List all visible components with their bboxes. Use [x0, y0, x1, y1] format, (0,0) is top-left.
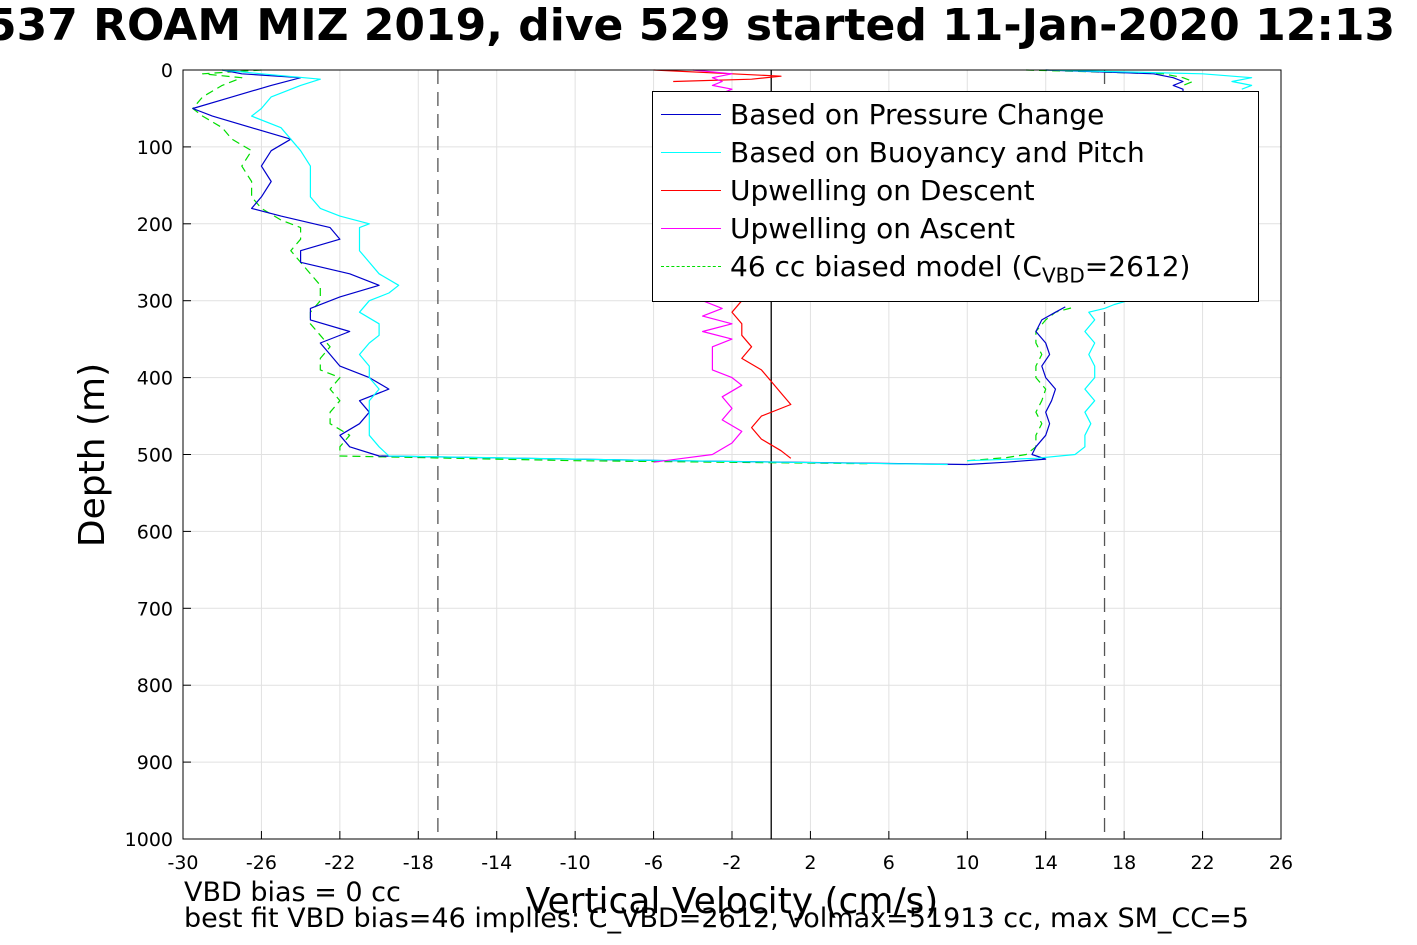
y-tick-label: 300: [137, 291, 173, 313]
y-tick-label: 700: [137, 598, 173, 620]
legend-item-upwelling-ascent: Upwelling on Ascent: [653, 210, 1258, 248]
series-line: [653, 300, 743, 463]
series-line: [967, 306, 1076, 462]
y-tick-label: 800: [137, 675, 173, 697]
vbd-bias-note: VBD bias = 0 cc: [184, 877, 401, 908]
series-layer: [192, 69, 1253, 466]
legend-label: Upwelling on Descent: [730, 174, 1035, 207]
x-tick-label: 26: [1269, 852, 1293, 874]
x-tick-label: -10: [560, 852, 591, 874]
legend-swatch-upwelling-ascent: [661, 228, 721, 229]
y-tick-label: 900: [137, 752, 173, 774]
legend-item-upwelling-descent: Upwelling on Descent: [653, 172, 1258, 210]
series-line: [967, 300, 1129, 462]
legend-label: 46 cc biased model (CVBD=2612): [730, 250, 1191, 288]
legend-model-suffix: =2612): [1084, 250, 1191, 283]
x-tick-label: -30: [167, 852, 198, 874]
legend-label: Based on Buoyancy and Pitch: [730, 136, 1145, 169]
x-tick-label: 14: [1034, 852, 1058, 874]
legend-swatch-biased-model: [661, 266, 721, 267]
y-tick-label: 1000: [125, 829, 173, 851]
y-axis-label: Depth (m): [72, 363, 113, 547]
legend-item-pressure-change: Based on Pressure Change: [653, 96, 1258, 134]
series-line: [653, 69, 782, 83]
series-line: [192, 69, 968, 466]
x-tick-label: 22: [1190, 852, 1214, 874]
x-tick-label: 2: [804, 852, 816, 874]
y-tick-label: 600: [137, 521, 173, 543]
legend-item-biased-model: 46 cc biased model (CVBD=2612): [653, 248, 1258, 288]
y-tick-label: 100: [137, 137, 173, 159]
chart-title: 537 ROAM MIZ 2019, dive 529 started 11-J…: [0, 0, 1396, 51]
x-tick-label: -26: [246, 852, 277, 874]
x-tick-label: -2: [723, 852, 742, 874]
x-tick-label: 18: [1112, 852, 1136, 874]
series-line: [222, 69, 948, 466]
legend-swatch-pressure-change: [661, 114, 721, 115]
legend-label: Upwelling on Ascent: [730, 212, 1016, 245]
legend-item-buoyancy-pitch: Based on Buoyancy and Pitch: [653, 134, 1258, 172]
x-tick-label: 10: [955, 852, 979, 874]
y-tick-label: 200: [137, 214, 173, 236]
y-tick-label: 400: [137, 368, 173, 390]
series-line: [967, 306, 1066, 466]
legend: Based on Pressure Change Based on Buoyan…: [652, 91, 1259, 302]
legend-model-subscript: VBD: [1041, 263, 1085, 288]
y-tick-label: 500: [137, 445, 173, 467]
x-axis-label: Vertical Velocity (cm/s): [526, 881, 939, 922]
legend-model-prefix: 46 cc biased model (C: [730, 250, 1042, 283]
series-line: [192, 69, 870, 465]
x-tick-label: 6: [883, 852, 895, 874]
x-axis-ticks: -30 -26 -22 -18 -14 -10 -6 -2 2 6 10 14 18 22 26: [167, 831, 1293, 874]
series-line: [731, 300, 792, 459]
x-tick-label: -6: [644, 852, 663, 874]
y-axis-ticks: 0 100 200 300 400 500 600 700 800 900 1000: [125, 60, 191, 851]
series-line: [1045, 69, 1253, 90]
x-tick-label: -22: [324, 852, 355, 874]
best-fit-note: best fit VBD bias=46 implies: C_VBD=2612…: [184, 903, 1249, 934]
legend-swatch-upwelling-descent: [661, 190, 721, 191]
series-line: [1045, 69, 1184, 94]
x-tick-label: -14: [481, 852, 512, 874]
legend-label: Based on Pressure Change: [730, 98, 1105, 131]
x-tick-label: -18: [403, 852, 434, 874]
y-tick-label: 0: [161, 60, 173, 82]
legend-swatch-buoyancy-pitch: [661, 152, 721, 153]
